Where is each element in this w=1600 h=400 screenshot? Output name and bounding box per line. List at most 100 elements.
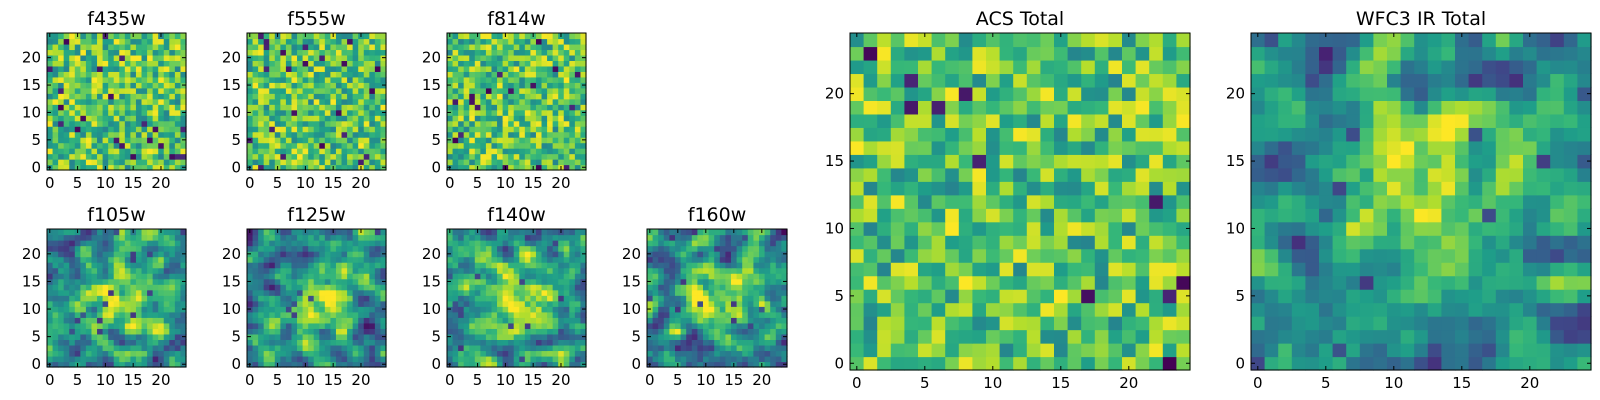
- heatmap-cell: [563, 240, 570, 247]
- heatmap-cell: [80, 311, 87, 318]
- heatmap-cell: [102, 65, 109, 72]
- heatmap-cell: [52, 240, 59, 247]
- heatmap-cell: [302, 159, 309, 166]
- heatmap-cell: [358, 339, 365, 346]
- heatmap-cell: [97, 229, 104, 236]
- heatmap-cell: [352, 278, 359, 285]
- heatmap-cell: [714, 300, 721, 307]
- heatmap-cell: [647, 245, 654, 252]
- heatmap-cell: [274, 148, 281, 155]
- heatmap-cell: [297, 328, 304, 335]
- heatmap-cell: [97, 54, 104, 61]
- heatmap-cell: [174, 33, 182, 40]
- heatmap-cell: [341, 87, 348, 94]
- heatmap-cell: [775, 333, 782, 340]
- heatmap-cell: [502, 333, 509, 340]
- heatmap-cell: [308, 350, 315, 357]
- heatmap-cell: [302, 38, 309, 45]
- heatmap-cell: [147, 65, 154, 72]
- heatmap-cell: [447, 300, 454, 307]
- heatmap-cell: [91, 267, 98, 274]
- heatmap-cell: [119, 87, 126, 94]
- heatmap-cell: [675, 234, 682, 241]
- heatmap-cell: [658, 251, 665, 258]
- heatmap-cell: [335, 311, 343, 318]
- heatmap-cell: [341, 328, 348, 335]
- heatmap-cell: [708, 333, 715, 340]
- heatmap-cell: [535, 262, 543, 269]
- heatmap-cell: [174, 65, 182, 72]
- heatmap-cell: [714, 322, 721, 329]
- heatmap-cell: [169, 49, 176, 56]
- heatmap-cell: [135, 256, 143, 263]
- heatmap-cell: [452, 87, 459, 94]
- heatmap-cell: [169, 322, 176, 329]
- heatmap-cell: [324, 234, 331, 241]
- heatmap-cell: [274, 43, 281, 51]
- heatmap-cell: [369, 109, 376, 116]
- heatmap-cell: [497, 355, 504, 363]
- heatmap-cell: [1026, 167, 1041, 182]
- heatmap-cell: [113, 33, 120, 40]
- heatmap-cell: [452, 49, 459, 56]
- heatmap-cell: [652, 333, 659, 340]
- heatmap-cell: [141, 93, 148, 100]
- heatmap-cell: [324, 229, 331, 236]
- heatmap-cell: [263, 344, 270, 352]
- heatmap-cell: [719, 322, 726, 329]
- heatmap-cell: [569, 49, 576, 56]
- heatmap-cell: [369, 71, 376, 78]
- heatmap-cell: [502, 153, 509, 160]
- heatmap-cell: [280, 93, 287, 100]
- heatmap-cell: [169, 295, 176, 302]
- heatmap-cell: [163, 82, 170, 89]
- heatmap-cell: [324, 87, 331, 94]
- heatmap-cell: [1149, 275, 1164, 290]
- heatmap-cell: [291, 344, 298, 352]
- heatmap-cell: [280, 262, 287, 269]
- heatmap-cell: [1081, 343, 1096, 358]
- heatmap-cell: [513, 54, 520, 61]
- heatmap-cell: [508, 262, 515, 269]
- heatmap-cell: [569, 38, 576, 45]
- heatmap-cell: [850, 221, 865, 236]
- heatmap-cell: [269, 109, 276, 116]
- heatmap-cell: [158, 126, 165, 133]
- heatmap-cell: [147, 273, 154, 280]
- heatmap-cell: [135, 87, 143, 94]
- heatmap-cell: [563, 361, 570, 368]
- heatmap-cell: [647, 284, 654, 291]
- heatmap-cell: [319, 289, 326, 296]
- heatmap-cell: [452, 142, 459, 149]
- heatmap-cell: [363, 131, 370, 138]
- heatmap-cell: [530, 295, 537, 302]
- heatmap-cell: [986, 194, 1001, 209]
- heatmap-cell: [308, 71, 315, 78]
- heatmap-cell: [80, 93, 87, 100]
- heatmap-cell: [569, 60, 576, 67]
- heatmap-cell: [335, 82, 343, 89]
- heatmap-cell: [569, 131, 576, 138]
- heatmap-cell: [580, 234, 587, 241]
- heatmap-cell: [369, 273, 376, 280]
- heatmap-cell: [330, 273, 337, 280]
- heatmap-cell: [524, 38, 531, 45]
- heatmap-cell: [163, 251, 170, 258]
- heatmap-cell: [658, 311, 665, 318]
- heatmap-cell: [297, 142, 304, 149]
- heatmap-cell: [508, 284, 515, 291]
- heatmap-cell: [180, 295, 187, 302]
- heatmap-cell: [541, 350, 548, 357]
- heatmap-cell: [658, 240, 665, 247]
- heatmap-cell: [69, 333, 76, 340]
- heatmap-cell: [580, 284, 587, 291]
- heatmap-cell: [313, 137, 320, 144]
- heatmap-cell: [374, 339, 382, 346]
- heatmap-cell: [1026, 208, 1041, 223]
- heatmap-cell: [708, 350, 715, 357]
- heatmap-cell: [374, 137, 382, 144]
- heatmap-cell: [141, 339, 148, 346]
- heatmap-cell: [63, 38, 70, 45]
- heatmap-cell: [169, 267, 176, 274]
- heatmap-cell: [47, 120, 54, 127]
